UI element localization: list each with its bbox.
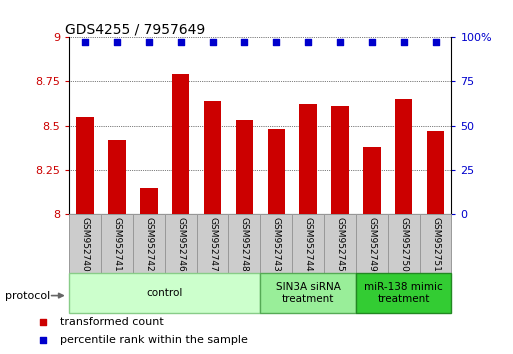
Bar <box>420 214 451 274</box>
Bar <box>204 101 221 214</box>
Bar <box>363 147 381 214</box>
Bar <box>300 104 317 214</box>
Point <box>81 40 89 45</box>
Bar <box>267 129 285 214</box>
Bar <box>395 99 412 214</box>
Point <box>400 40 408 45</box>
Bar <box>172 74 189 214</box>
Text: GSM952745: GSM952745 <box>336 217 344 272</box>
Text: GSM952750: GSM952750 <box>399 217 408 272</box>
Text: control: control <box>147 288 183 298</box>
Text: GDS4255 / 7957649: GDS4255 / 7957649 <box>66 22 206 36</box>
Text: GSM952741: GSM952741 <box>112 217 122 272</box>
Text: GSM952746: GSM952746 <box>176 217 185 272</box>
Text: protocol: protocol <box>5 291 50 301</box>
Bar <box>356 214 388 274</box>
Point <box>208 40 216 45</box>
Text: SIN3A siRNA
treatment: SIN3A siRNA treatment <box>275 282 341 304</box>
Point <box>176 40 185 45</box>
Point <box>38 320 47 325</box>
Bar <box>196 214 228 274</box>
Text: GSM952749: GSM952749 <box>367 217 377 272</box>
Point <box>336 40 344 45</box>
Text: percentile rank within the sample: percentile rank within the sample <box>60 335 248 345</box>
Bar <box>140 188 157 214</box>
Bar <box>261 214 292 274</box>
Bar <box>388 214 420 274</box>
Bar <box>261 273 356 313</box>
Point <box>272 40 281 45</box>
Bar <box>356 273 451 313</box>
Bar <box>108 140 126 214</box>
Bar <box>292 214 324 274</box>
Text: transformed count: transformed count <box>60 318 164 327</box>
Point <box>38 337 47 343</box>
Bar <box>331 106 349 214</box>
Text: GSM952747: GSM952747 <box>208 217 217 272</box>
Text: GSM952742: GSM952742 <box>144 217 153 272</box>
Bar <box>427 131 444 214</box>
Point <box>368 40 376 45</box>
Bar <box>69 273 261 313</box>
Text: GSM952740: GSM952740 <box>81 217 90 272</box>
Point <box>431 40 440 45</box>
Text: miR-138 mimic
treatment: miR-138 mimic treatment <box>364 282 443 304</box>
Point <box>145 40 153 45</box>
Bar <box>228 214 261 274</box>
Text: GSM952751: GSM952751 <box>431 217 440 272</box>
Point <box>304 40 312 45</box>
Point <box>113 40 121 45</box>
Point <box>240 40 248 45</box>
Bar <box>324 214 356 274</box>
Bar <box>235 120 253 214</box>
Text: GSM952748: GSM952748 <box>240 217 249 272</box>
Bar <box>101 214 133 274</box>
Text: GSM952744: GSM952744 <box>304 217 312 272</box>
Bar <box>133 214 165 274</box>
Text: GSM952743: GSM952743 <box>272 217 281 272</box>
Bar <box>165 214 196 274</box>
Bar <box>76 117 94 214</box>
Bar <box>69 214 101 274</box>
